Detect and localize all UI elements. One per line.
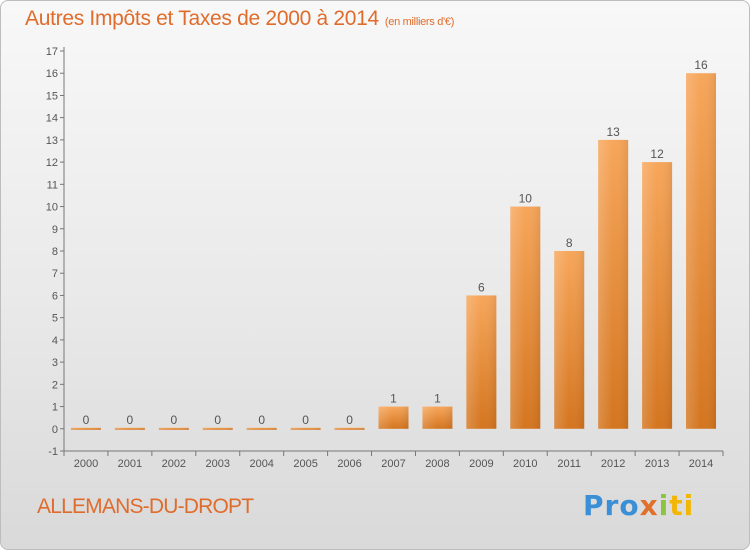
data-label: 6 bbox=[478, 280, 485, 294]
bar-shade bbox=[114, 427, 145, 430]
y-tick-label: 7 bbox=[52, 268, 58, 280]
y-tick-label: 3 bbox=[52, 357, 58, 369]
chart-title: Autres Impôts et Taxes de 2000 à 2014 (en… bbox=[25, 7, 454, 31]
y-tick-label: 2 bbox=[52, 379, 58, 391]
logo-part: x bbox=[639, 489, 659, 522]
y-tick-label: 1 bbox=[52, 402, 58, 414]
data-label: 0 bbox=[302, 413, 309, 427]
x-tick-label: 2014 bbox=[689, 458, 713, 470]
data-label: 1 bbox=[434, 392, 441, 406]
data-label: 0 bbox=[127, 413, 134, 427]
logo-part: ti bbox=[669, 489, 695, 522]
bar-shade bbox=[378, 406, 409, 429]
bar-shade bbox=[158, 427, 189, 430]
x-tick-label: 2003 bbox=[206, 458, 230, 470]
x-tick-label: 2008 bbox=[425, 458, 449, 470]
y-tick-label: 6 bbox=[52, 290, 58, 302]
bar-shade bbox=[686, 73, 717, 429]
data-label: 16 bbox=[694, 58, 708, 72]
bar-shade bbox=[642, 162, 673, 429]
y-tick-label: 8 bbox=[52, 246, 58, 258]
proxiti-logo[interactable]: Proxiti bbox=[583, 489, 694, 522]
x-tick-label: 2007 bbox=[381, 458, 405, 470]
data-label: 0 bbox=[258, 413, 265, 427]
data-label: 0 bbox=[214, 413, 221, 427]
y-tick-label: 11 bbox=[47, 179, 58, 191]
x-tick-label: 2009 bbox=[469, 458, 493, 470]
y-tick-label: 13 bbox=[46, 135, 58, 147]
y-tick-label: 10 bbox=[46, 202, 58, 214]
commune-name: ALLEMANS-DU-DROPT bbox=[37, 495, 254, 518]
data-label: 13 bbox=[606, 125, 620, 139]
bar-shade bbox=[202, 427, 233, 430]
y-tick-label: 16 bbox=[46, 68, 58, 80]
bar-shade bbox=[598, 139, 629, 429]
bar-shade bbox=[334, 427, 365, 430]
x-tick-label: 2013 bbox=[645, 458, 669, 470]
data-label: 0 bbox=[346, 413, 353, 427]
data-label: 0 bbox=[83, 413, 90, 427]
data-label: 1 bbox=[390, 392, 397, 406]
x-tick-label: 2006 bbox=[337, 458, 361, 470]
y-tick-label: 17 bbox=[46, 46, 58, 58]
bars bbox=[70, 73, 717, 430]
x-tick-label: 2001 bbox=[118, 458, 142, 470]
data-label: 12 bbox=[650, 147, 664, 161]
bar-shade bbox=[466, 295, 497, 429]
x-tick-label: 2005 bbox=[293, 458, 317, 470]
y-tick-label: 5 bbox=[52, 313, 58, 325]
bar-shade bbox=[246, 427, 277, 430]
x-tick-label: 2010 bbox=[513, 458, 537, 470]
logo-part: i bbox=[658, 489, 670, 522]
y-tick-label: 4 bbox=[52, 335, 58, 347]
x-tick-label: 2002 bbox=[162, 458, 186, 470]
bar-shade bbox=[510, 206, 541, 429]
y-tick-label: 12 bbox=[46, 157, 58, 169]
x-tick-label: 2012 bbox=[601, 458, 625, 470]
y-tick-label: 15 bbox=[46, 90, 58, 102]
x-tick-label: 2004 bbox=[249, 458, 273, 470]
data-label: 8 bbox=[566, 236, 573, 250]
y-tick-label: 14 bbox=[46, 113, 58, 125]
bar-shade bbox=[290, 427, 321, 430]
bar-shade bbox=[70, 427, 101, 430]
title-text: Autres Impôts et Taxes de 2000 à 2014 bbox=[25, 7, 379, 30]
data-label: 0 bbox=[170, 413, 177, 427]
data-label: 10 bbox=[519, 192, 533, 206]
y-tick-label: 9 bbox=[52, 224, 58, 236]
bar-shade bbox=[554, 251, 585, 429]
title-unit: (en milliers d'€) bbox=[384, 16, 455, 28]
x-tick-label: 2011 bbox=[557, 458, 581, 470]
bar-shade bbox=[422, 406, 453, 429]
logo-part: Pro bbox=[583, 489, 640, 522]
y-tick-label: -1 bbox=[48, 446, 58, 458]
x-tick-label: 2000 bbox=[74, 458, 98, 470]
y-tick-label: 0 bbox=[52, 424, 58, 436]
